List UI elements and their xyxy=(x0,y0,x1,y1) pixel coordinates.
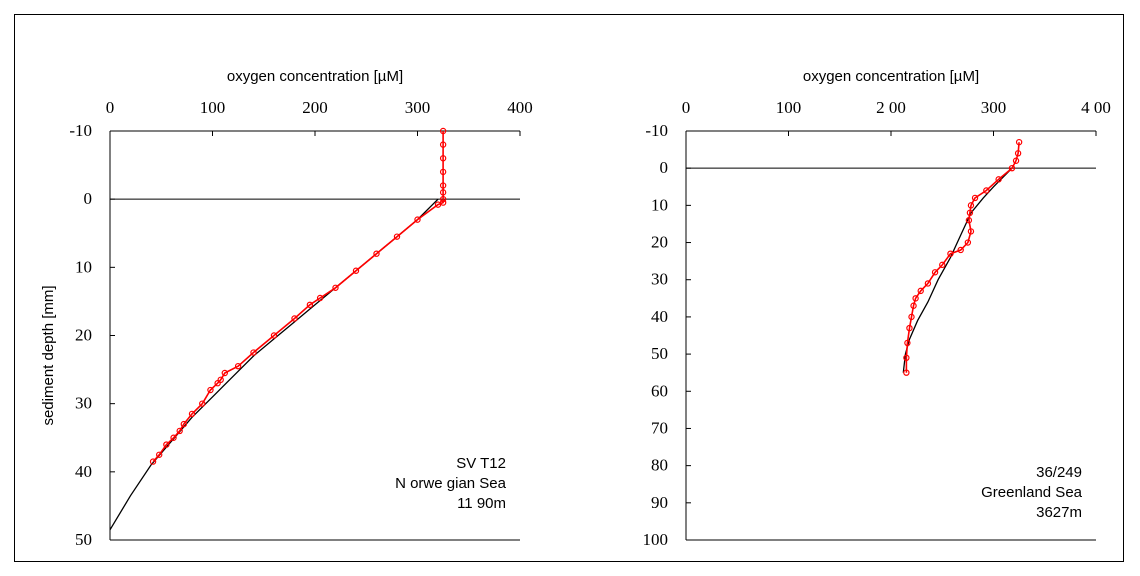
station-annotation-line: 36/249 xyxy=(1036,464,1082,481)
measured-profile-line xyxy=(906,142,1019,373)
station-annotation-line: 11 90m xyxy=(457,495,506,512)
model-profile-line xyxy=(110,199,438,530)
y-tick-label: 50 xyxy=(651,344,668,363)
y-tick-label: 100 xyxy=(643,530,669,549)
y-tick-label: 80 xyxy=(651,456,668,475)
y-tick-label: 40 xyxy=(75,462,92,481)
x-tick-label: 300 xyxy=(405,98,431,117)
x-tick-label: 0 xyxy=(106,98,115,117)
y-tick-label: 60 xyxy=(651,381,668,400)
x-axis-label: oxygen concentration [µM] xyxy=(803,68,979,85)
y-tick-label: 20 xyxy=(75,326,92,345)
x-tick-label: 4 00 xyxy=(1081,98,1111,117)
y-tick-label: -10 xyxy=(645,121,668,140)
y-tick-label: 0 xyxy=(84,189,93,208)
model-profile-line xyxy=(903,168,1012,373)
figure-svg: oxygen concentration [µM]0 100 200 300 400-1… xyxy=(15,15,1125,563)
station-annotation-line: 3627m xyxy=(1036,504,1082,521)
x-axis-label: oxygen concentration [µM] xyxy=(227,68,403,85)
y-axis-label: sediment depth [mm] xyxy=(40,285,57,425)
x-tick-label: 100 xyxy=(776,98,802,117)
y-tick-label: 70 xyxy=(651,418,668,437)
x-tick-label: 0 xyxy=(682,98,691,117)
x-tick-label: 2 00 xyxy=(876,98,906,117)
y-tick-label: 40 xyxy=(651,307,668,326)
station-annotation-line: SV T12 xyxy=(456,455,506,472)
y-tick-label: 90 xyxy=(651,493,668,512)
y-tick-label: 20 xyxy=(651,233,668,252)
y-tick-label: 30 xyxy=(651,270,668,289)
y-tick-label: 30 xyxy=(75,394,92,413)
y-tick-label: 0 xyxy=(660,158,669,177)
x-tick-label: 100 xyxy=(200,98,226,117)
station-annotation-line: N orwe gian Sea xyxy=(395,475,507,492)
y-tick-label: -10 xyxy=(69,121,92,140)
x-tick-label: 300 xyxy=(981,98,1007,117)
y-tick-label: 50 xyxy=(75,530,92,549)
station-annotation-line: Greenland Sea xyxy=(981,484,1083,501)
figure-frame: oxygen concentration [µM] 0 100 200 300 400 -1… xyxy=(14,14,1124,562)
y-tick-label: 10 xyxy=(75,257,92,276)
x-tick-label: 400 xyxy=(507,98,533,117)
x-tick-label: 200 xyxy=(302,98,328,117)
y-tick-label: 10 xyxy=(651,195,668,214)
